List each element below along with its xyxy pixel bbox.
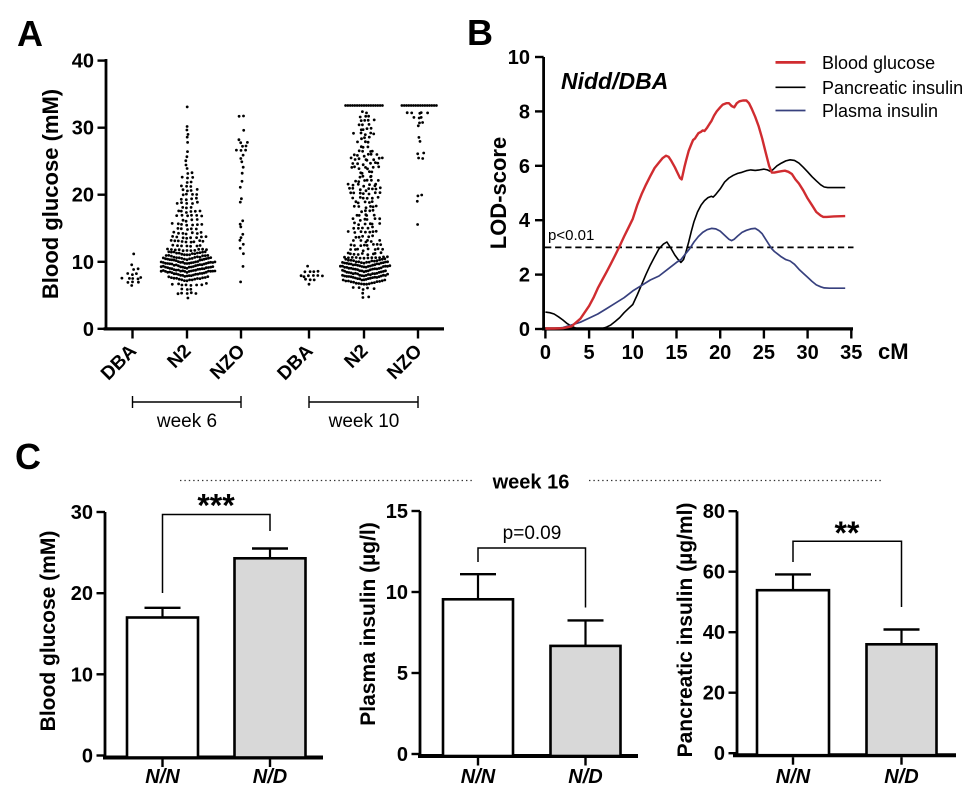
svg-text:cM: cM bbox=[878, 339, 909, 364]
svg-text:0: 0 bbox=[83, 319, 94, 341]
svg-text:C: C bbox=[15, 436, 41, 477]
svg-text:N/N: N/N bbox=[776, 766, 811, 788]
svg-text:Nidd/DBA: Nidd/DBA bbox=[561, 68, 668, 94]
svg-text:10: 10 bbox=[71, 664, 93, 686]
svg-text:2: 2 bbox=[519, 265, 530, 287]
svg-text:80: 80 bbox=[703, 501, 725, 523]
svg-text:15: 15 bbox=[386, 501, 408, 523]
svg-text:N/N: N/N bbox=[461, 766, 496, 788]
svg-text:20: 20 bbox=[72, 185, 94, 207]
svg-text:B: B bbox=[467, 12, 493, 53]
svg-text:N/D: N/D bbox=[884, 766, 918, 788]
svg-text:30: 30 bbox=[72, 118, 94, 140]
svg-text:Plasma insulin: Plasma insulin bbox=[822, 101, 938, 121]
svg-text:4: 4 bbox=[519, 210, 531, 232]
svg-text:N/D: N/D bbox=[253, 766, 287, 788]
svg-text:Blood glucose (mM): Blood glucose (mM) bbox=[37, 531, 60, 732]
svg-text:Blood glucose (mM): Blood glucose (mM) bbox=[38, 89, 63, 299]
svg-text:5: 5 bbox=[397, 663, 408, 685]
svg-text:10: 10 bbox=[508, 47, 530, 69]
svg-text:60: 60 bbox=[703, 562, 725, 584]
svg-text:40: 40 bbox=[72, 51, 94, 73]
svg-text:10: 10 bbox=[72, 252, 94, 274]
svg-text:0: 0 bbox=[540, 342, 551, 364]
svg-text:20: 20 bbox=[71, 583, 93, 605]
svg-text:20: 20 bbox=[703, 683, 725, 705]
svg-text:40: 40 bbox=[703, 622, 725, 644]
svg-text:6: 6 bbox=[519, 156, 530, 178]
svg-text:**: ** bbox=[835, 515, 860, 551]
svg-text:LOD-score: LOD-score bbox=[486, 137, 511, 249]
svg-text:30: 30 bbox=[796, 342, 818, 364]
svg-text:0: 0 bbox=[82, 746, 93, 768]
svg-text:0: 0 bbox=[519, 319, 530, 341]
svg-text:0: 0 bbox=[397, 744, 408, 766]
svg-text:30: 30 bbox=[71, 502, 93, 524]
svg-text:N/D: N/D bbox=[568, 766, 602, 788]
svg-text:Plasma insulin (µg/l): Plasma insulin (µg/l) bbox=[357, 522, 380, 725]
svg-text:week 10: week 10 bbox=[328, 411, 400, 432]
svg-text:N/N: N/N bbox=[145, 766, 180, 788]
svg-text:week 16: week 16 bbox=[492, 472, 570, 494]
svg-text:20: 20 bbox=[709, 342, 731, 364]
svg-text:10: 10 bbox=[386, 582, 408, 604]
svg-text:***: *** bbox=[197, 488, 235, 524]
svg-text:0: 0 bbox=[714, 743, 725, 765]
svg-text:10: 10 bbox=[622, 342, 644, 364]
svg-text:Pancreatic insulin: Pancreatic insulin bbox=[822, 78, 963, 98]
svg-text:A: A bbox=[17, 13, 43, 54]
svg-text:p=0.09: p=0.09 bbox=[503, 523, 562, 544]
svg-text:Pancreatic insulin (µg/ml): Pancreatic insulin (µg/ml) bbox=[674, 503, 697, 758]
svg-text:35: 35 bbox=[840, 342, 862, 364]
svg-text:8: 8 bbox=[519, 101, 530, 123]
svg-text:25: 25 bbox=[753, 342, 775, 364]
svg-text:5: 5 bbox=[584, 342, 595, 364]
svg-text:Blood glucose: Blood glucose bbox=[822, 53, 935, 73]
svg-text:15: 15 bbox=[665, 342, 687, 364]
svg-text:week 6: week 6 bbox=[156, 411, 217, 432]
svg-text:p<0.01: p<0.01 bbox=[548, 227, 594, 244]
